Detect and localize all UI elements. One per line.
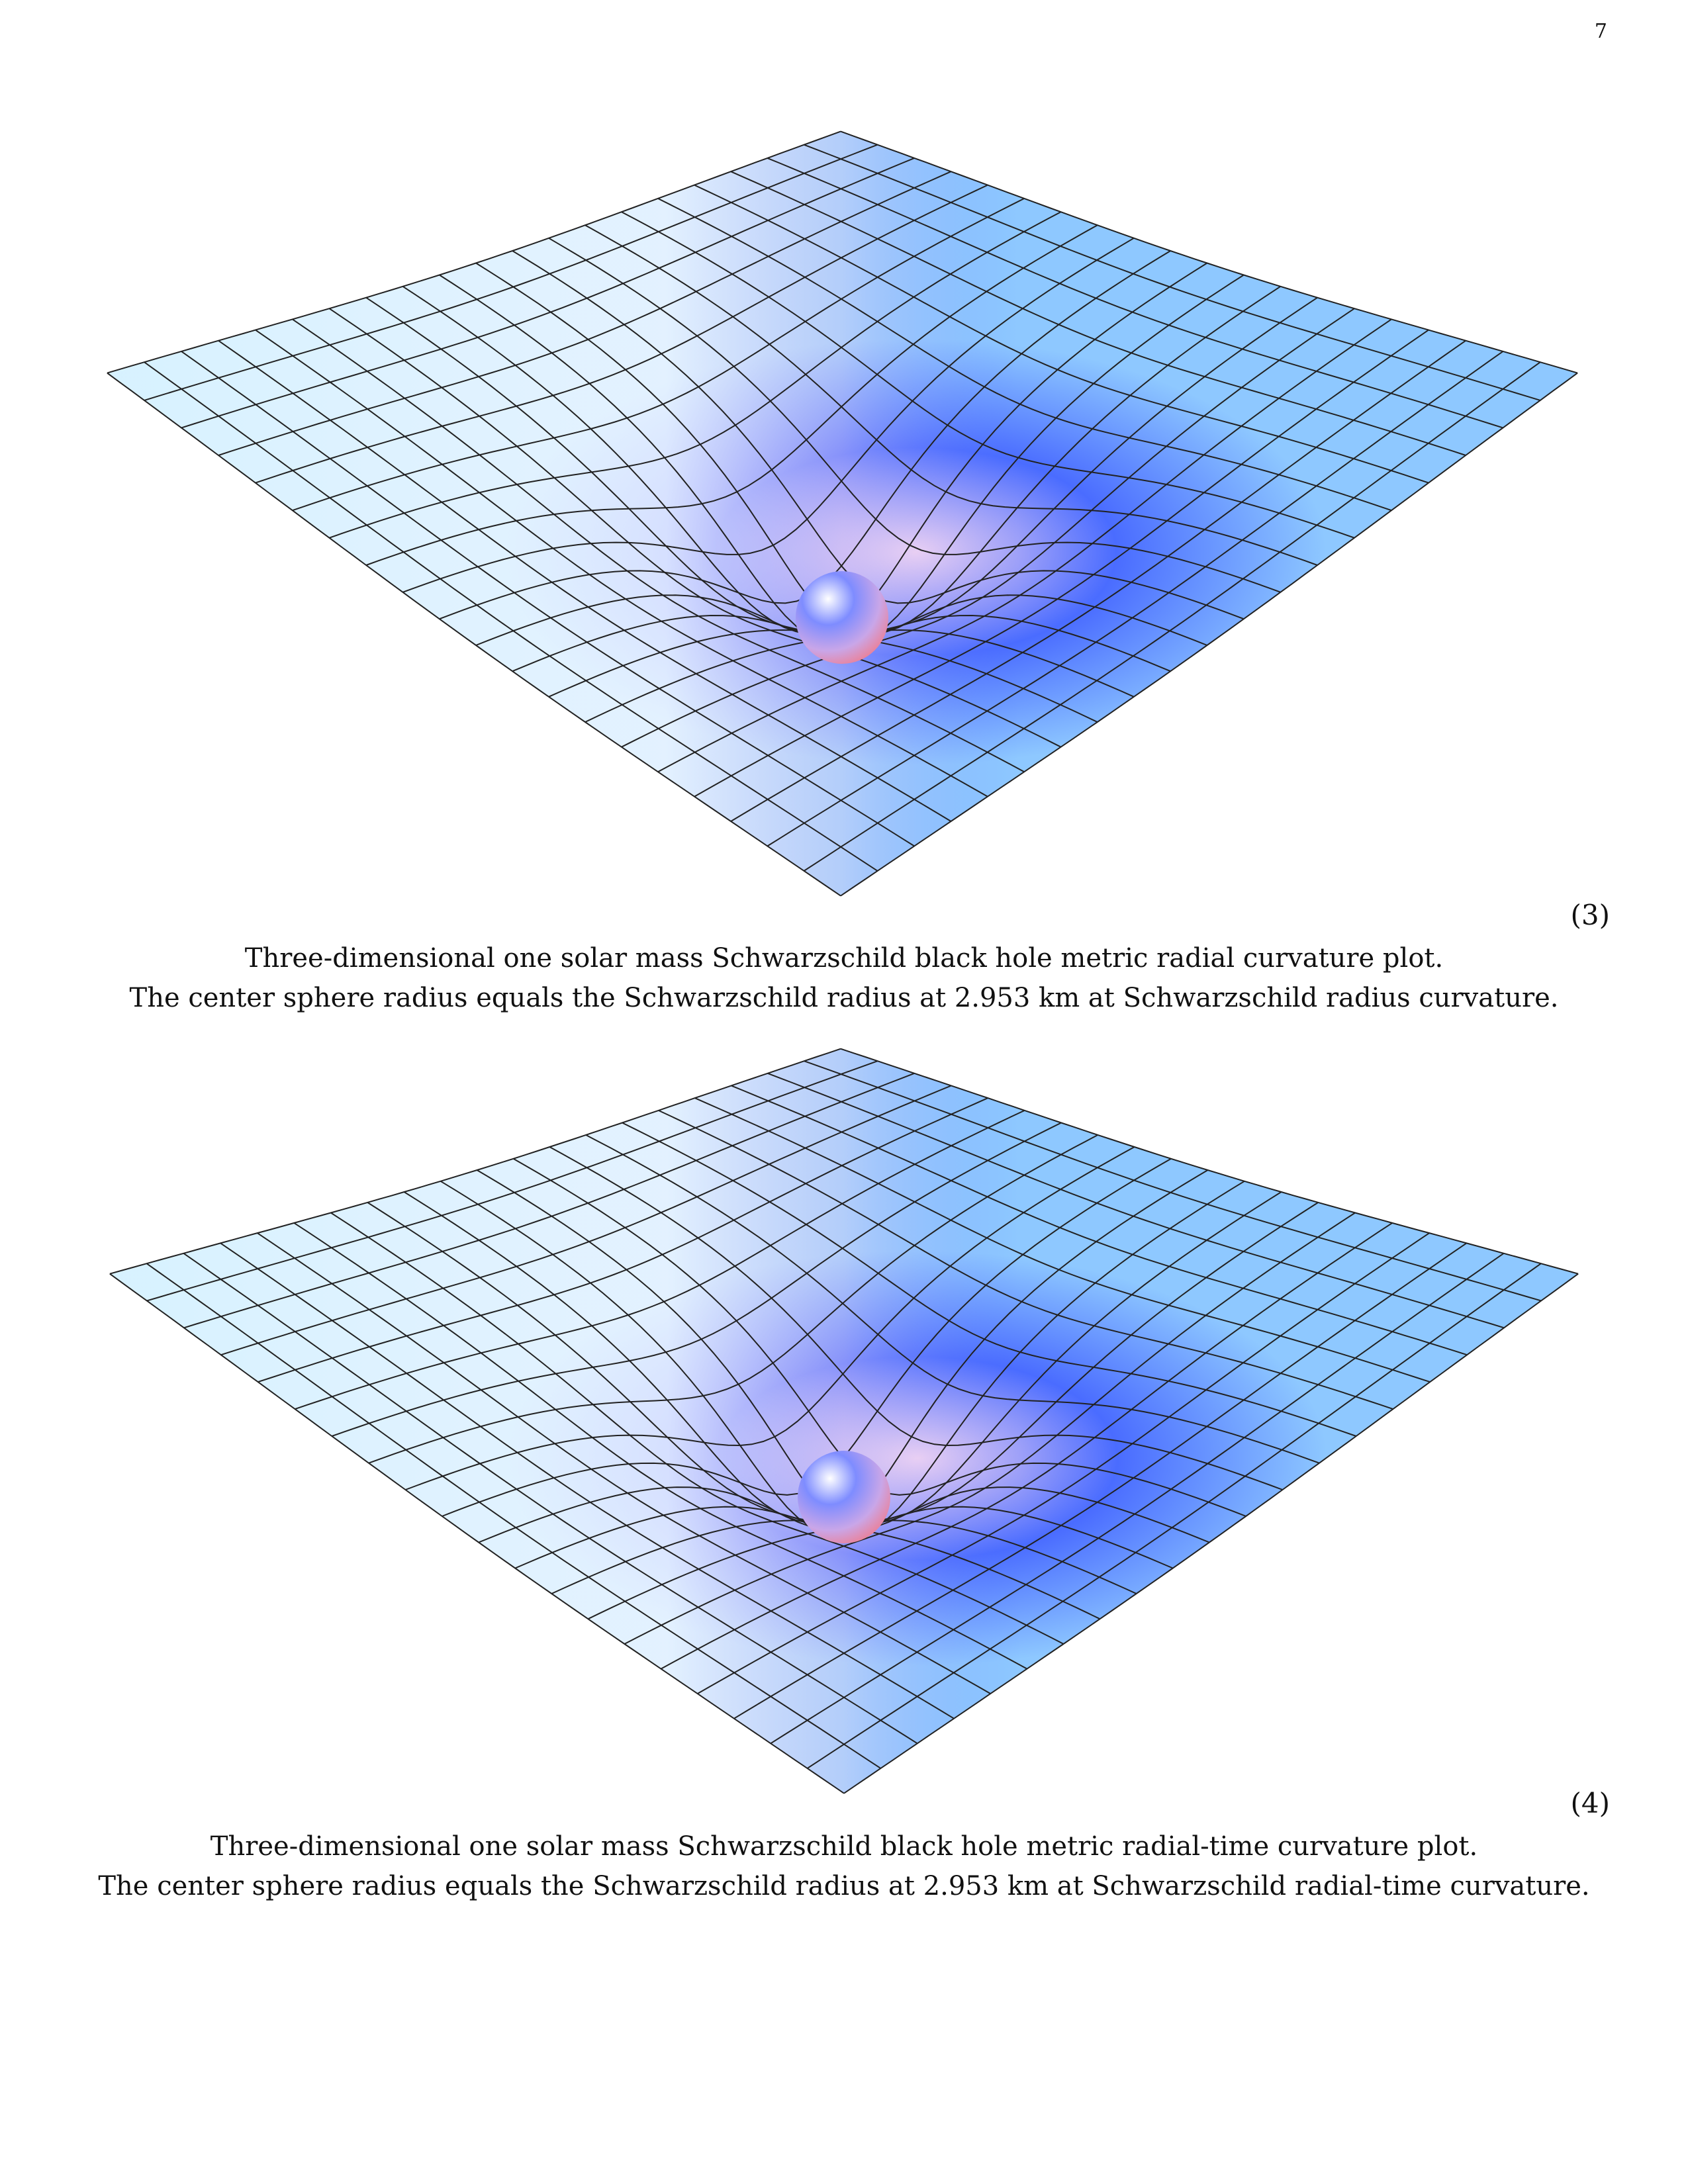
grid-line [840,1048,1579,1275]
grid-line [730,340,1466,822]
grid-line [840,372,1578,897]
grid-line [624,1212,1356,1645]
sphere-icon [798,1451,890,1543]
equation-number: (4) [1570,1787,1611,1819]
grid-line [767,157,1503,429]
grid-line [731,1085,1468,1356]
grid-line [804,1060,1542,1302]
caption-line: The center sphere radius equals the Schw… [129,983,1559,1013]
caption-line: Three-dimensional one solar mass Schwarz… [210,1831,1478,1862]
grid-line [657,198,1392,512]
surface-grid [109,1048,1579,1794]
grid-line [770,1252,1505,1745]
grid-line [658,1109,1393,1410]
grid-line [804,144,1541,401]
grid-line [661,1222,1393,1670]
grid-line [807,1263,1542,1769]
grid-line [622,1122,1357,1437]
grid-line [585,296,1318,723]
grid-line [843,1273,1579,1794]
figure-caption: Three-dimensional one solar mass Schwarz… [0,1827,1688,1906]
grid-line [767,351,1504,847]
grid-line [585,224,1318,566]
grid-line [804,361,1541,872]
sphere-icon [796,571,888,664]
grid-line [657,318,1392,773]
grid-line [548,237,1281,593]
grid-line [621,308,1355,748]
figure-radial-curvature [0,113,1688,999]
grid-line [694,1097,1430,1383]
grid-line [840,130,1578,374]
figure-radial-time-curvature [0,993,1688,1880]
grid-line [585,1134,1320,1464]
curvature-surface-plot [109,1048,1579,1794]
grid-line [733,1242,1467,1719]
surface-shading [109,1048,1579,1794]
caption-line: Three-dimensional one solar mass Schwarz… [244,943,1444,974]
grid-line [767,1072,1505,1329]
grid-line [621,211,1355,539]
grid-line [551,1191,1282,1594]
grid-line [548,285,1281,698]
caption-line: The center sphere radius equals the Schw… [98,1871,1590,1901]
surface-shading [107,131,1578,896]
curvature-surface-plot [107,130,1578,897]
equation-number: (3) [1570,899,1611,931]
grid-line [549,1146,1283,1490]
grid-line [587,1202,1319,1620]
grid-line [694,184,1429,484]
figure-caption: Three-dimensional one solar mass Schwarz… [0,938,1688,1018]
page-number: 7 [1594,20,1607,43]
grid-line [694,329,1429,797]
grid-line [697,1232,1430,1694]
grid-line [730,171,1466,456]
